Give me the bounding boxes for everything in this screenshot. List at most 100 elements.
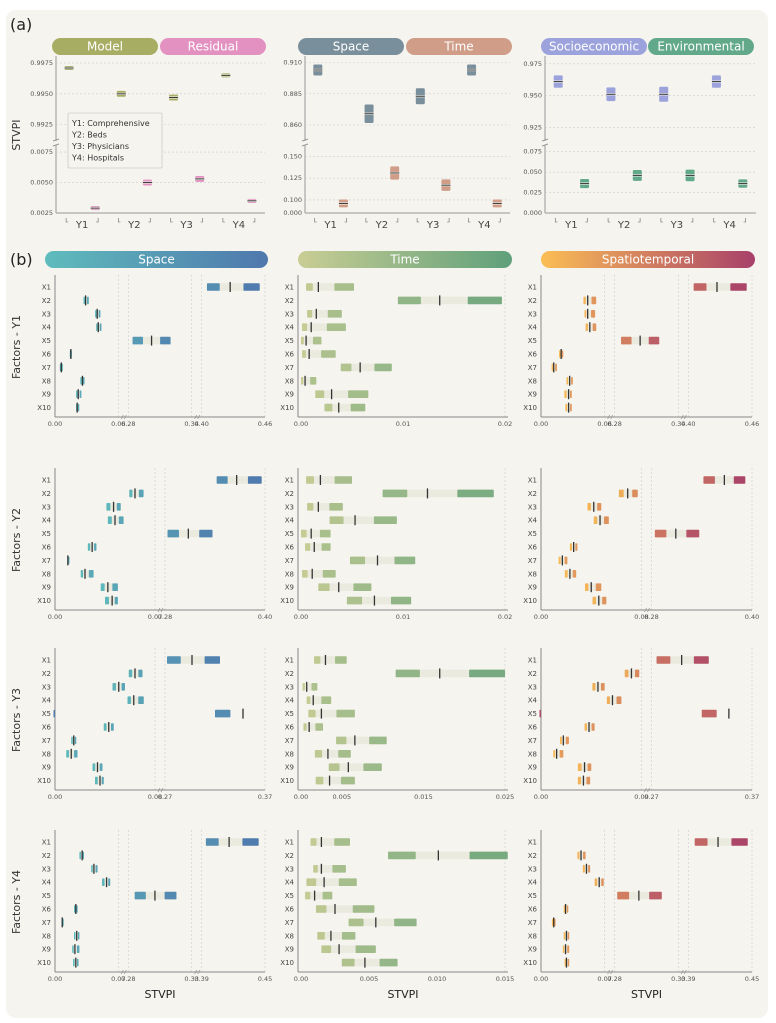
interval-upper — [572, 570, 577, 578]
interval-upper — [601, 878, 604, 886]
x-tick-label: 0.00 — [534, 975, 548, 983]
factor-label: X1 — [42, 839, 51, 847]
interval-lower — [553, 750, 556, 758]
interval-upper — [88, 570, 94, 578]
panel-a-group-1: Space Time 0.860 0.885 0.910 0.100 0.125 0.150 0… — [283, 38, 512, 231]
interval-upper — [587, 763, 592, 771]
factor-label: X8 — [528, 570, 537, 578]
factor-label: X3 — [528, 310, 537, 318]
interval-band — [321, 945, 376, 953]
interval-lower — [96, 323, 98, 331]
interval-lower — [112, 683, 116, 691]
x-tick-label: 0.00 — [48, 975, 62, 983]
subplot-spatiotemporal: 0.00 0.060.28 0.340.40 0.46 X1 X2 X3 X4 X5 X6 X7 X8… — [523, 275, 759, 428]
interval-lower — [76, 390, 78, 398]
x-tick-label: 0.00 — [48, 613, 62, 621]
factor-label: X6 — [528, 906, 538, 914]
interval-band — [308, 709, 355, 718]
row-ylabel: Factors - Y1 — [10, 315, 23, 379]
factor-label: X5 — [42, 710, 51, 718]
factor-label: X3 — [42, 310, 51, 318]
interval-lower — [74, 905, 76, 913]
y-tick-label: 0.025 — [523, 189, 542, 197]
factor-label: X1 — [42, 657, 51, 665]
interval-upper — [566, 905, 569, 913]
interval-lower — [315, 390, 325, 398]
x-tick-label: 0.00 — [294, 613, 308, 621]
interval-upper — [352, 905, 375, 913]
factor-label: X6 — [528, 544, 538, 552]
factor-label: X2 — [42, 670, 51, 678]
interval-upper — [322, 891, 333, 900]
interval-band — [346, 596, 412, 605]
interval-upper — [374, 363, 392, 372]
y-tick-label: 0.925 — [523, 123, 542, 131]
factor-label: X1 — [528, 657, 537, 665]
interval-band — [107, 516, 124, 524]
interval-lower — [105, 596, 109, 605]
interval-band — [315, 905, 375, 913]
factor-label: X9 — [285, 391, 294, 399]
interval-lower — [308, 709, 316, 718]
interval-upper — [101, 776, 104, 785]
interval-lower — [577, 851, 580, 860]
interval-lower — [395, 669, 420, 678]
panel-b-row-3: Factors - Y30.00 0.080.27 0.37X1X2X3X4X5X6… — [10, 648, 759, 801]
x-tick-label: 0.00 — [294, 975, 308, 983]
factor-label: X3 — [528, 865, 537, 873]
interval-upper — [74, 750, 78, 758]
column-title: Time — [389, 253, 419, 267]
category-bracket — [713, 218, 747, 223]
subplot-spatiotemporal: 0.00 0.090.27 0.37 X1 X2 X3 X4 X5 X6 X7 X8 X9 X10 — [523, 648, 759, 801]
x-tick-label: 0.28 — [158, 613, 172, 621]
x-tick-label: 0.40 — [258, 613, 272, 621]
subplot-space: 0.00 0.080.27 0.37 X1 X2 X3 X4 X5 X6 X7 X8 X9 X10 — [37, 648, 272, 801]
interval-upper — [338, 750, 351, 758]
factor-label: X3 — [285, 310, 294, 318]
x-tick-label: 0.07 — [148, 613, 162, 621]
x-tick-label: 0.015 — [496, 975, 515, 983]
x-tick-label: 0.00 — [534, 420, 548, 428]
interval-upper — [108, 878, 111, 886]
x-tick-label: 0.37 — [258, 793, 272, 801]
column-title-pill-space — [45, 251, 268, 268]
interval-upper — [565, 736, 569, 745]
panel-a-group-2: Socioeconomic Environmental 0.925 0.950 0.97… — [523, 38, 756, 231]
axis-break-icon — [301, 138, 309, 147]
interval-upper — [561, 350, 564, 358]
interval-upper — [591, 296, 597, 305]
x-tick-label: 0.00 — [534, 613, 548, 621]
interval-upper — [570, 390, 572, 398]
factor-label: X4 — [528, 697, 538, 705]
category-bracket — [607, 218, 641, 223]
factor-label: X7 — [285, 737, 294, 745]
interval-lower — [656, 656, 671, 664]
factor-label: X7 — [528, 919, 537, 927]
y-tick-label: 0.0050 — [30, 179, 53, 187]
interval-lower — [592, 596, 596, 605]
interval-upper — [98, 310, 101, 318]
interval-upper — [730, 283, 747, 291]
interval-lower — [566, 377, 569, 385]
interval-upper — [160, 336, 171, 345]
panel-b-row-1: Factors - Y1 0.00 0.060.28 0.340.40 0.46X1X2… — [10, 275, 759, 428]
interval-lower — [584, 310, 587, 318]
interval-lower — [95, 776, 98, 785]
pill-space — [298, 38, 404, 55]
x-tick-label: 0.28 — [644, 613, 658, 621]
interval-band — [315, 776, 355, 785]
y-tick-label: 0.9950 — [30, 90, 53, 98]
interval-upper — [77, 932, 80, 940]
factor-label: X9 — [285, 946, 294, 954]
interval-lower — [558, 556, 561, 565]
factor-label: X8 — [528, 750, 537, 758]
factor-label: X9 — [42, 764, 51, 772]
factor-label: X5 — [42, 892, 51, 900]
interval-lower — [302, 350, 306, 358]
factor-label: X9 — [42, 946, 51, 954]
interval-upper — [334, 476, 352, 484]
interval-upper — [564, 556, 568, 565]
interval-band — [72, 945, 80, 953]
interval-band — [593, 516, 609, 524]
interval-lower — [564, 570, 568, 578]
